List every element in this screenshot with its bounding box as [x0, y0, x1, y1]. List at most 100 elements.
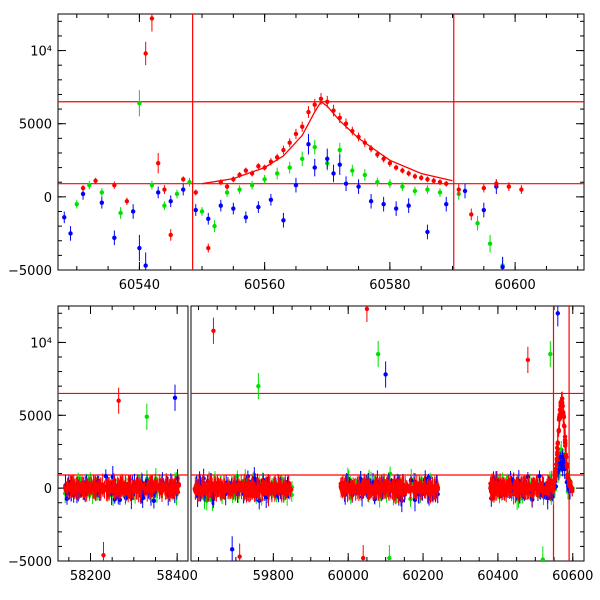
top-data-point-b: [312, 165, 317, 170]
bottom-outlier-point: [375, 351, 381, 357]
bottom-data-point-r: [556, 429, 561, 434]
bottom-data-point-r: [229, 486, 234, 491]
top-data-point-r: [444, 181, 449, 186]
bottom-data-point-r: [493, 480, 499, 486]
top-data-point-g: [149, 182, 155, 188]
bottom-data-point-b: [252, 476, 257, 481]
bottom-data-point-r: [343, 481, 349, 486]
top-data-point-r: [293, 131, 299, 137]
top-data-point-r: [356, 134, 361, 140]
bottom-data-point-r: [144, 488, 149, 493]
bottom-data-point-b: [151, 498, 157, 504]
top-data-point-b: [268, 197, 274, 202]
top-data-point-r: [249, 171, 255, 176]
bottom-data-point-r: [492, 484, 497, 490]
bottom-data-point-r: [173, 483, 179, 488]
bottom-xtick-label: 60200: [402, 569, 443, 584]
top-data-point-r: [206, 245, 211, 251]
top-data-point-r: [149, 16, 155, 21]
bottom-data-point-r: [425, 485, 431, 491]
top-data-point-g: [118, 210, 123, 216]
bottom-data-point-r: [245, 483, 250, 489]
top-data-point-r: [124, 199, 130, 204]
top-data-point-b: [343, 181, 349, 186]
top-data-point-b: [62, 215, 67, 220]
bottom-data-point-r: [109, 488, 115, 494]
top-data-point-b: [444, 201, 449, 207]
top-data-point-r: [218, 180, 224, 185]
top-data-point-g: [287, 165, 292, 170]
top-data-point-r: [312, 102, 317, 107]
top-data-point-b: [99, 200, 105, 205]
top-data-point-r: [381, 156, 386, 162]
bottom-data-point-r: [394, 486, 399, 491]
top-xtick-label: 60560: [244, 278, 285, 293]
bottom-data-point-r: [535, 482, 540, 488]
bottom-data-point-r: [435, 485, 441, 490]
top-axes-frame: [57, 13, 585, 271]
bottom-data-point-r: [387, 480, 392, 486]
top-data-point-g: [187, 180, 192, 185]
top-data-point-r: [375, 152, 380, 157]
top-data-point-r: [268, 159, 274, 164]
bottom-data-point-r: [271, 482, 277, 487]
top-data-point-b: [481, 207, 487, 213]
top-data-point-g: [162, 203, 167, 208]
bottom-outlier-point: [116, 398, 121, 403]
top-data-point-b: [181, 187, 186, 192]
bottom-outlier-point: [256, 383, 261, 389]
top-data-point-g: [137, 101, 142, 106]
top-data-point-r: [155, 161, 161, 166]
bottom-xtick-label: 60400: [477, 569, 518, 584]
top-data-point-r: [318, 96, 324, 102]
top-ytick-label: −5000: [8, 264, 52, 279]
top-data-point-b: [130, 209, 136, 214]
top-data-point-r: [181, 177, 186, 182]
bottom-xtick-label: 59800: [253, 569, 294, 584]
top-data-point-r: [143, 51, 148, 56]
bottom-data-point-r: [72, 490, 77, 496]
top-data-point-r: [393, 165, 399, 170]
bottom-data-point-r: [501, 486, 507, 491]
top-data-point-r: [237, 172, 242, 178]
bottom-data-point-r: [105, 488, 110, 493]
bottom-axes-frame: [57, 305, 189, 562]
top-data-point-b: [68, 231, 73, 236]
bottom-data-point-r: [252, 486, 257, 492]
bottom-data-point-r: [121, 491, 126, 496]
bottom-data-point-r: [539, 487, 544, 492]
bottom-data-point-r: [561, 413, 566, 418]
top-data-point-g: [437, 190, 443, 195]
bottom-data-point-r: [194, 484, 200, 490]
bottom-data-point-r: [374, 481, 379, 486]
bottom-xtick-label: 58200: [70, 569, 111, 584]
bottom-data-point-r: [556, 417, 562, 422]
top-data-point-g: [224, 190, 230, 195]
bottom-data-point-r: [549, 478, 555, 484]
bottom-outlier-point: [211, 328, 216, 333]
bottom-data-point-r: [488, 486, 493, 491]
top-data-point-r: [162, 187, 167, 192]
top-data-point-r: [193, 190, 198, 195]
bottom-outlier-point: [229, 547, 235, 552]
top-data-point-b: [193, 207, 198, 213]
bottom-data-point-r: [268, 485, 273, 490]
bottom-outlier-point: [559, 404, 564, 409]
bottom-data-point-r: [422, 484, 427, 490]
top-data-point-g: [362, 172, 368, 178]
bottom-data-point-r: [117, 484, 122, 489]
top-data-point-b: [256, 204, 261, 210]
top-data-point-r: [506, 184, 512, 189]
bottom-outlier-point: [172, 395, 178, 400]
top-data-point-r: [469, 212, 474, 217]
bottom-outlier-point: [525, 357, 531, 363]
bottom-data-point-r: [404, 487, 409, 493]
bottom-data-point-r: [562, 434, 568, 439]
bottom-data-point-r: [68, 483, 73, 488]
top-data-point-b: [425, 229, 430, 235]
top-data-point-g: [212, 223, 217, 229]
bottom-data-point-r: [237, 485, 243, 491]
top-data-point-b: [381, 201, 386, 207]
bottom-outlier-point: [101, 552, 106, 558]
bottom-data-point-r: [280, 487, 285, 493]
